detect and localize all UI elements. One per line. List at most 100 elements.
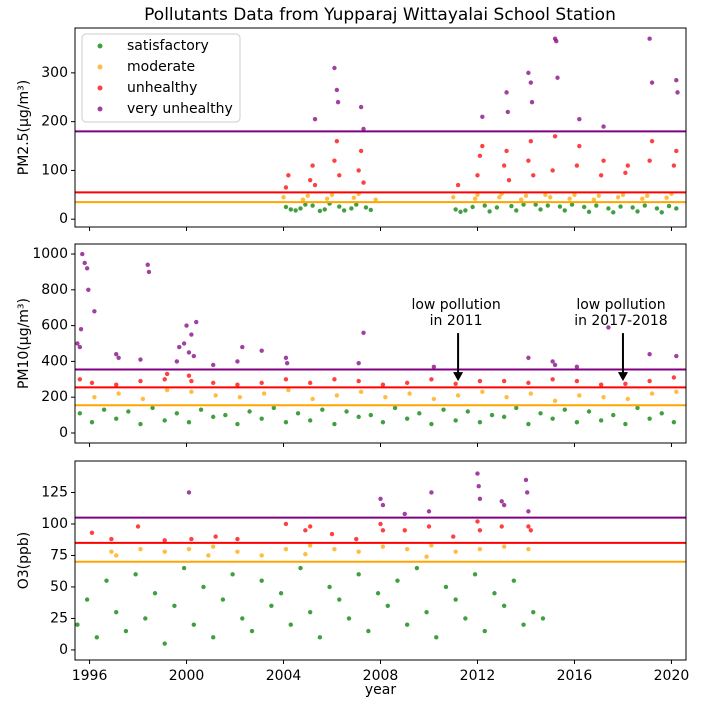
- point: [320, 407, 325, 412]
- point: [138, 546, 143, 552]
- point: [101, 407, 107, 412]
- point: [404, 416, 410, 421]
- point: [146, 269, 152, 275]
- point: [383, 394, 388, 400]
- point: [635, 209, 640, 214]
- point: [259, 416, 264, 421]
- point: [378, 521, 383, 527]
- point: [562, 407, 567, 412]
- point: [317, 635, 323, 640]
- point: [380, 382, 386, 387]
- y-tick-label: 200: [41, 114, 68, 130]
- point: [356, 549, 361, 554]
- point: [514, 405, 519, 411]
- point: [475, 173, 480, 178]
- point: [577, 143, 582, 149]
- point: [368, 412, 374, 418]
- point: [611, 412, 616, 418]
- point: [284, 360, 290, 366]
- panel: 0 25 50 75 100 125 1996 2000 2004 2008 2012 2016 202…: [16, 460, 689, 698]
- point: [501, 603, 507, 609]
- point: [361, 180, 366, 185]
- point: [162, 538, 167, 543]
- point: [674, 77, 679, 83]
- point: [402, 528, 407, 533]
- point: [649, 80, 655, 85]
- point: [625, 163, 631, 168]
- point: [332, 546, 337, 552]
- point: [402, 511, 407, 517]
- point: [554, 38, 559, 44]
- point: [281, 195, 286, 200]
- y-tick-label: 125: [41, 484, 68, 500]
- point: [80, 251, 85, 257]
- point: [307, 524, 313, 529]
- y-tick-label: 800: [41, 282, 68, 298]
- point: [356, 378, 361, 384]
- point: [443, 584, 449, 590]
- point: [356, 168, 361, 173]
- point: [249, 628, 255, 634]
- point: [283, 204, 289, 210]
- point: [150, 405, 155, 411]
- point: [395, 578, 400, 583]
- point: [77, 377, 83, 382]
- point: [140, 396, 146, 402]
- point: [334, 393, 340, 398]
- point: [550, 359, 555, 364]
- point: [283, 521, 289, 527]
- point: [529, 99, 535, 105]
- point: [574, 378, 580, 384]
- point: [337, 204, 342, 209]
- point: [94, 635, 100, 640]
- point: [666, 203, 672, 209]
- point: [92, 309, 97, 314]
- point: [75, 622, 80, 627]
- point: [601, 394, 606, 400]
- annotation-text: low pollution: [576, 297, 665, 313]
- point: [674, 353, 679, 359]
- point: [424, 554, 429, 559]
- point: [164, 371, 170, 377]
- point: [526, 70, 531, 76]
- point: [138, 421, 143, 427]
- point: [220, 597, 226, 602]
- point: [211, 414, 216, 420]
- point: [114, 553, 119, 558]
- point: [477, 153, 483, 158]
- point: [189, 378, 194, 384]
- point: [84, 597, 90, 602]
- plot-frame: [74, 27, 687, 228]
- point: [489, 412, 495, 418]
- arrow-head: [617, 372, 628, 382]
- point: [82, 260, 87, 266]
- point: [528, 528, 534, 533]
- point: [211, 635, 216, 640]
- point: [235, 536, 240, 542]
- point: [322, 207, 327, 212]
- point: [521, 202, 526, 207]
- point: [596, 193, 601, 198]
- point: [552, 134, 558, 139]
- legend-label: satisfactory: [127, 38, 209, 54]
- point: [640, 196, 645, 201]
- point: [654, 206, 660, 211]
- point: [89, 420, 95, 425]
- point: [538, 207, 543, 212]
- point: [574, 163, 580, 168]
- point: [475, 471, 480, 476]
- y-tick-label: 0: [59, 211, 68, 227]
- y-tick-label: 0: [59, 642, 68, 658]
- point: [577, 393, 582, 398]
- point: [181, 565, 187, 571]
- point: [392, 405, 398, 411]
- point: [455, 182, 461, 188]
- point: [647, 378, 652, 384]
- point: [615, 195, 621, 200]
- point: [434, 635, 439, 640]
- point: [378, 496, 383, 501]
- point: [349, 206, 354, 211]
- point: [431, 396, 437, 402]
- y-axis-label: PM10(μg/m³): [16, 298, 32, 389]
